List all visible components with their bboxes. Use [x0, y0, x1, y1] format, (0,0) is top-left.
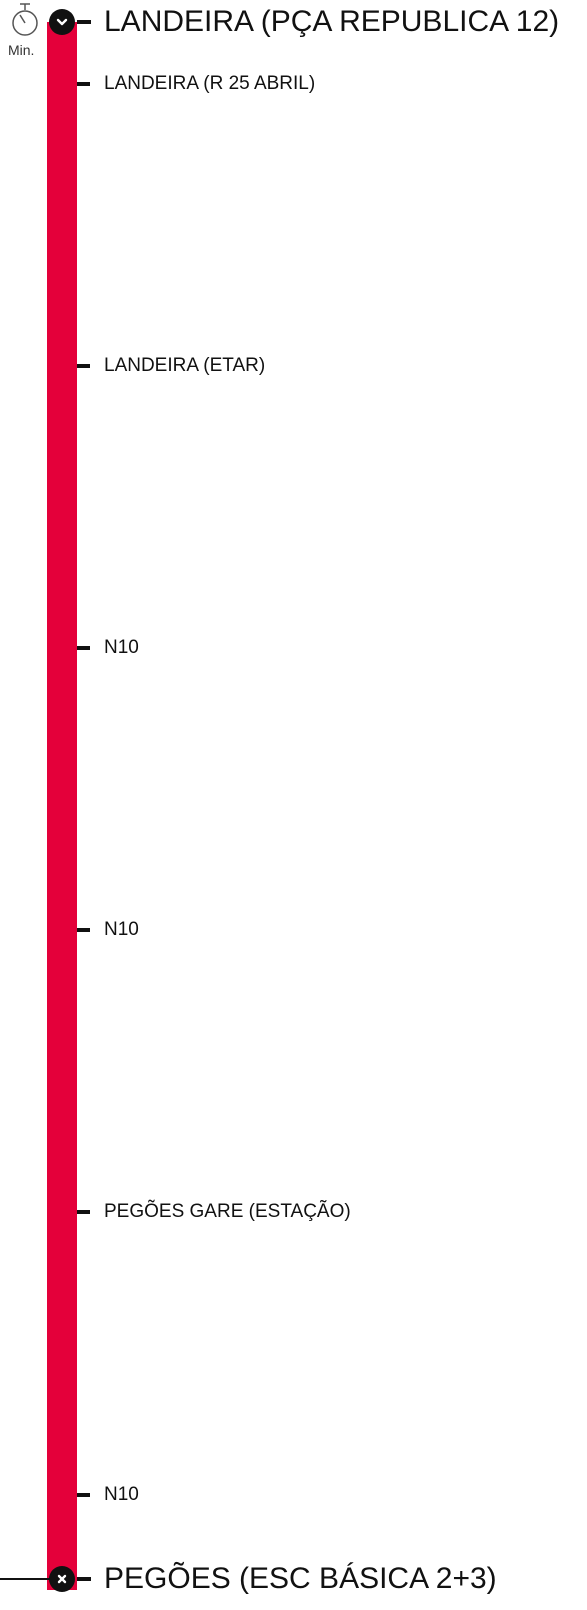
stop-tick [77, 82, 90, 86]
origin-marker [49, 9, 75, 35]
stop-label[interactable]: N10 [104, 919, 139, 940]
stop-label[interactable]: PEGÕES GARE (ESTAÇÃO) [104, 1201, 351, 1222]
stop-label[interactable]: N10 [104, 1484, 139, 1505]
destination-stop-label[interactable]: PEGÕES (ESC BÁSICA 2+3) [104, 1562, 497, 1595]
stop-tick [77, 1493, 90, 1497]
origin-tick [77, 20, 91, 24]
minutes-label: Min. [8, 42, 35, 58]
origin-stop-label[interactable]: LANDEIRA (PÇA REPUBLICA 12) [104, 5, 560, 38]
destination-connector-line [0, 1578, 50, 1580]
chevron-down-icon [56, 18, 68, 26]
stop-label[interactable]: LANDEIRA (ETAR) [104, 355, 266, 376]
route-line [47, 22, 77, 1590]
stop-tick [77, 364, 90, 368]
stopwatch-icon [12, 3, 38, 36]
stop-label[interactable]: N10 [104, 637, 139, 658]
stop-label[interactable]: LANDEIRA (R 25 ABRIL) [104, 73, 316, 94]
stop-tick [77, 646, 90, 650]
stop-tick [77, 1210, 90, 1214]
timer-indicator: Min. [4, 2, 44, 60]
destination-marker [49, 1566, 75, 1592]
stop-tick [77, 928, 90, 932]
close-icon [57, 1574, 67, 1584]
destination-tick [77, 1577, 91, 1581]
